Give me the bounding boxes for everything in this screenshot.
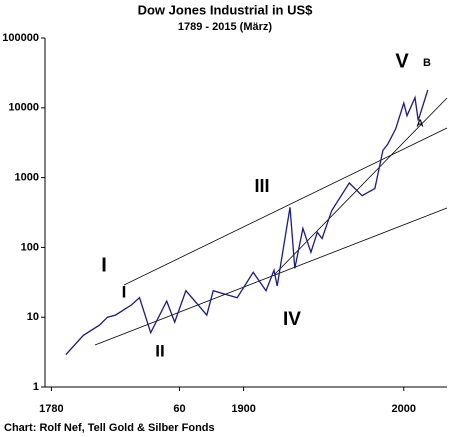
y-tick-label: 10000 (8, 102, 39, 114)
x-tick-label: 2000 (392, 403, 416, 415)
y-tick-label: 100 (21, 241, 39, 253)
annotation: I (101, 254, 107, 276)
x-tick-label: 60 (173, 403, 185, 415)
chart-subtitle: 1789 - 2015 (März) (178, 21, 272, 33)
y-tick-label: 1 (33, 381, 39, 393)
data-line (65, 89, 429, 356)
y-tick-label: 10 (27, 311, 39, 323)
y-tick-label: 100000 (2, 32, 39, 44)
annotation: II (155, 341, 164, 360)
trend-line (123, 127, 448, 286)
annotation: III (254, 176, 269, 196)
annotation: B (423, 57, 431, 69)
chart-title: Dow Jones Industrial in US$ (138, 2, 314, 17)
annotation: V (395, 50, 409, 72)
x-tick-label: 1780 (39, 403, 63, 415)
annotation: I (122, 282, 127, 301)
annotation: A (416, 119, 423, 130)
footer: Chart: Rolf Nef, Tell Gold & Silber Fond… (4, 422, 215, 434)
x-tick-label: 1900 (231, 403, 255, 415)
annotation: IV (283, 309, 301, 330)
y-tick-label: 1000 (15, 172, 39, 184)
trend-line (274, 97, 448, 275)
